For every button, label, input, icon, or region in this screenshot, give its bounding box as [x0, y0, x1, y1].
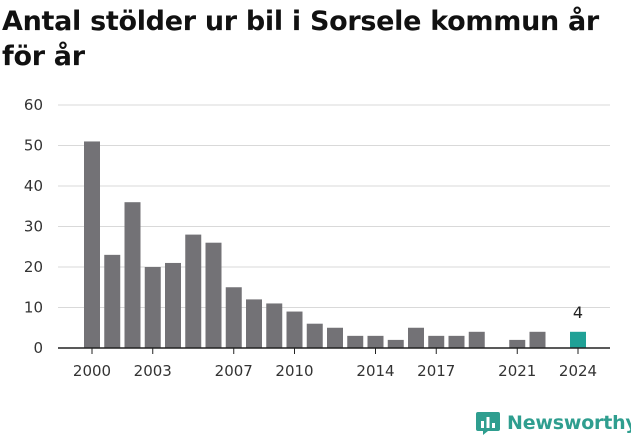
y-tick-label-0: 0: [33, 339, 43, 357]
bar-2008: [246, 299, 262, 348]
x-tick-label-2007: 2007: [215, 362, 253, 380]
newsworthy-logo-icon: [476, 412, 500, 435]
x-tick-label-2000: 2000: [73, 362, 111, 380]
bar-2021: [509, 339, 526, 348]
bar-2010: [286, 311, 303, 348]
bar-2019: [468, 331, 485, 348]
bar-2016: [408, 327, 424, 348]
y-tick-label-60: 60: [24, 96, 43, 114]
bar-2017: [428, 335, 445, 348]
x-tick-label-2024: 2024: [559, 362, 597, 380]
x-tick-label-2014: 2014: [356, 362, 394, 380]
bar-2000: [84, 141, 100, 348]
bar-2001: [104, 254, 121, 348]
bar-2018: [448, 335, 465, 348]
chart-title: Antal stölder ur bil i Sorsele kommun år…: [2, 6, 599, 72]
y-tick-label-20: 20: [24, 258, 43, 276]
y-tick-label-10: 10: [24, 299, 43, 317]
data-label-2024: 4: [573, 303, 583, 322]
bar-2004: [165, 262, 181, 348]
bar-2005: [185, 234, 202, 348]
x-tick-label-2021: 2021: [498, 362, 536, 380]
bar-2007: [225, 287, 242, 348]
bar-2013: [347, 335, 364, 348]
data-labels: 4: [573, 303, 583, 322]
x-axis: 2000 2003 2007 2010 2014 2017 2021 2024: [58, 347, 610, 380]
bar-2009: [266, 303, 283, 348]
bar-2015: [387, 339, 404, 348]
bar-2012: [327, 327, 343, 348]
y-tick-label-30: 30: [24, 218, 43, 236]
x-tick-label-2010: 2010: [275, 362, 313, 380]
bar-2014: [367, 335, 384, 348]
y-tick-label-40: 40: [24, 177, 43, 195]
bar-2002: [124, 202, 141, 348]
newsworthy-brand: Newsworthy: [475, 408, 631, 438]
x-tick-label-2017: 2017: [417, 362, 455, 380]
x-tick-label-2003: 2003: [134, 362, 172, 380]
bar-2006: [205, 242, 222, 348]
y-axis-ticks: 0 10 20 30 40 50 60: [24, 96, 43, 357]
bars: [84, 141, 586, 348]
bar-2022: [529, 331, 546, 348]
bar-2003: [144, 267, 161, 348]
brand-name: Newsworthy: [507, 412, 631, 434]
gridlines: [58, 104, 610, 308]
y-tick-label-50: 50: [24, 137, 43, 155]
bar-2024: [570, 331, 586, 348]
bar-2011: [306, 323, 323, 348]
